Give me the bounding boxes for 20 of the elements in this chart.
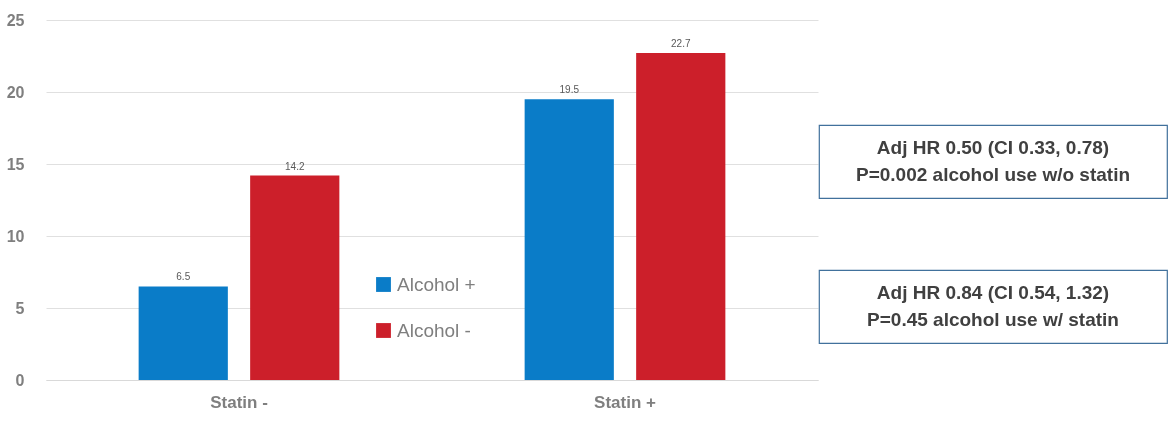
y-tick-label: 15 [6,155,25,173]
y-tick-label: 20 [6,83,25,101]
bar [636,53,726,380]
y-tick-label: 25 [6,11,25,29]
bar [138,286,228,380]
y-tick-label: 5 [15,299,25,317]
text: Adj HR 0.50 (CI 0.33, 0.78) P=0.002 alcohol use w/o statin [855,137,1131,185]
bar [524,99,614,380]
y-tick-label: 10 [6,227,25,245]
text: Adj HR 0.84 (CI 0.54, 1.32) P=0.45 alcohol use w/ statin [867,282,1119,330]
legend-label: Alcohol - [397,319,471,341]
data-label: 6.5 [176,271,191,283]
bar [250,175,340,380]
legend-label: Alcohol + [397,273,476,295]
y-tick-label: 0 [15,371,25,389]
x-tick-label: Statin - [210,392,268,412]
data-label: 14.2 [285,160,305,172]
data-label: 19.5 [559,84,580,96]
x-tick-label: Statin + [594,392,657,412]
data-label: 22.7 [671,38,691,50]
